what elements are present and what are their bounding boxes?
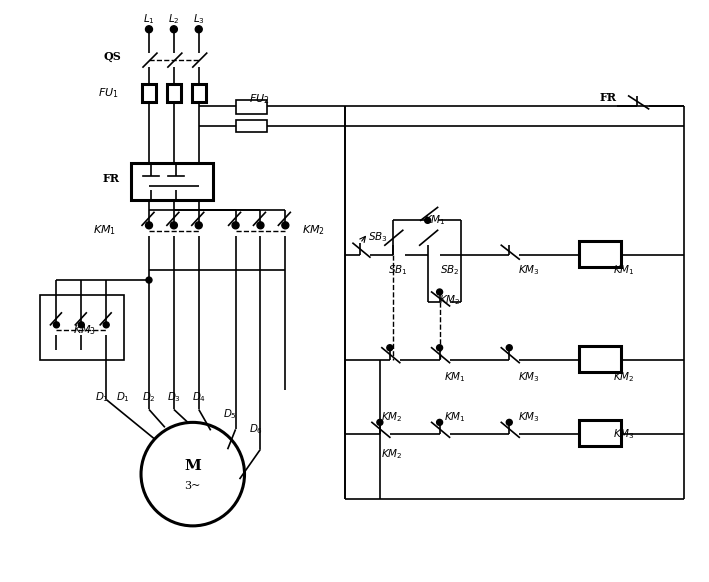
Text: $KM_3$: $KM_3$ [518, 410, 540, 424]
Circle shape [170, 26, 177, 33]
Text: $KM_3$: $KM_3$ [518, 263, 540, 277]
Circle shape [78, 322, 84, 328]
Text: $D_1$: $D_1$ [95, 391, 109, 404]
Text: $D_1$: $D_1$ [116, 391, 130, 404]
Text: $KM_1$: $KM_1$ [444, 410, 465, 424]
Text: $L_1$: $L_1$ [143, 12, 155, 26]
Text: $SB_2$: $SB_2$ [440, 263, 459, 277]
Text: $KM_2$: $KM_2$ [613, 371, 635, 385]
Text: 3~: 3~ [184, 481, 201, 491]
Text: $KM_1$: $KM_1$ [444, 371, 465, 385]
Bar [235, 100, 267, 114]
Bar [579, 241, 620, 267]
Text: $L_2$: $L_2$ [168, 12, 179, 26]
Text: $D_4$: $D_4$ [191, 391, 206, 404]
Text: $KM_3$: $KM_3$ [518, 371, 540, 385]
Bar [579, 420, 620, 446]
Text: FR: FR [102, 173, 119, 184]
Bar [131, 162, 213, 200]
Text: QS: QS [104, 51, 121, 62]
Text: $SB_1$: $SB_1$ [388, 263, 408, 277]
Bar [167, 84, 181, 102]
Circle shape [437, 289, 442, 295]
Circle shape [146, 277, 152, 283]
Text: $KM_3$: $KM_3$ [73, 323, 96, 337]
Circle shape [257, 222, 264, 229]
Circle shape [195, 26, 202, 33]
Text: $FU_2$: $FU_2$ [249, 92, 269, 106]
Text: $KM_2$: $KM_2$ [302, 223, 325, 237]
Text: $KM_2$: $KM_2$ [439, 293, 460, 307]
Circle shape [377, 420, 383, 425]
Circle shape [282, 222, 289, 229]
Text: FR: FR [600, 93, 617, 104]
Bar [142, 84, 156, 102]
Text: $D_5$: $D_5$ [223, 407, 237, 421]
Circle shape [506, 420, 512, 425]
Text: $KM_3$: $KM_3$ [613, 427, 635, 441]
Circle shape [53, 322, 60, 328]
Text: $KM_2$: $KM_2$ [381, 448, 403, 461]
Circle shape [506, 345, 512, 351]
Circle shape [145, 222, 152, 229]
Bar [40, 295, 124, 360]
Bar [191, 84, 206, 102]
Text: $D_2$: $D_2$ [142, 391, 156, 404]
Circle shape [145, 26, 152, 33]
Text: $D_6$: $D_6$ [249, 423, 262, 436]
Text: $KM_1$: $KM_1$ [93, 223, 116, 237]
Text: $FU_1$: $FU_1$ [99, 86, 119, 100]
Circle shape [170, 222, 177, 229]
Circle shape [387, 345, 393, 351]
Circle shape [437, 345, 442, 351]
Circle shape [195, 222, 202, 229]
Text: $KM_1$: $KM_1$ [613, 263, 635, 277]
Text: M: M [184, 459, 201, 473]
Text: $KM_1$: $KM_1$ [424, 214, 445, 227]
Circle shape [437, 420, 442, 425]
Circle shape [425, 217, 430, 223]
Circle shape [104, 322, 109, 328]
Text: $L_3$: $L_3$ [193, 12, 205, 26]
Text: $D_3$: $D_3$ [167, 391, 181, 404]
Bar [579, 346, 620, 372]
Circle shape [232, 222, 239, 229]
Text: $SB_3$: $SB_3$ [368, 230, 388, 244]
Bar [235, 120, 267, 132]
Text: $KM_2$: $KM_2$ [381, 410, 403, 424]
